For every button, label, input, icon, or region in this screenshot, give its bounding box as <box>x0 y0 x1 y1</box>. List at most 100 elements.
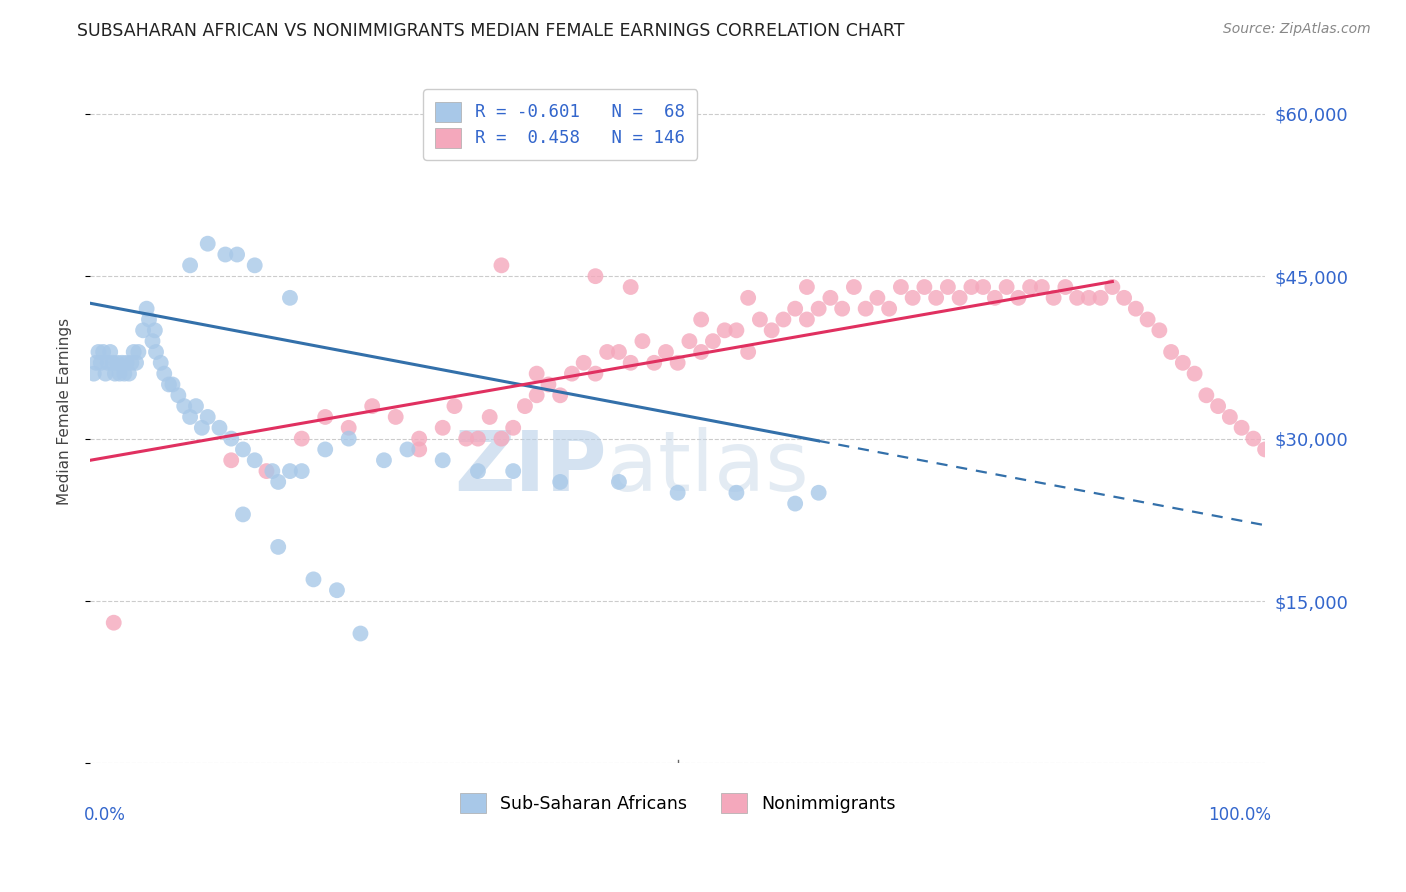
Point <box>842 280 865 294</box>
Point <box>796 312 818 326</box>
Point <box>262 464 284 478</box>
Point <box>197 409 219 424</box>
Point <box>115 356 138 370</box>
Point <box>620 280 643 294</box>
Point <box>936 280 959 294</box>
Point <box>314 442 336 457</box>
Point <box>101 356 124 370</box>
Point <box>184 399 207 413</box>
Point <box>112 367 135 381</box>
Point <box>278 291 301 305</box>
Point <box>713 323 735 337</box>
Point <box>596 345 619 359</box>
Point <box>111 356 134 370</box>
Point <box>1171 356 1194 370</box>
Point <box>526 367 548 381</box>
Point <box>349 626 371 640</box>
Point <box>337 432 360 446</box>
Point <box>432 453 454 467</box>
Point <box>98 345 121 359</box>
Text: ZIP: ZIP <box>454 427 607 508</box>
Point <box>537 377 560 392</box>
Point <box>83 367 105 381</box>
Point <box>232 508 254 522</box>
Point <box>302 573 325 587</box>
Point <box>232 442 254 457</box>
Point <box>866 291 889 305</box>
Point <box>408 432 430 446</box>
Point <box>105 356 128 370</box>
Point <box>384 409 406 424</box>
Point <box>104 367 127 381</box>
Point <box>702 334 724 348</box>
Point <box>643 356 665 370</box>
Point <box>157 377 180 392</box>
Point <box>807 485 830 500</box>
Point <box>138 312 160 326</box>
Point <box>1219 409 1241 424</box>
Point <box>725 323 748 337</box>
Point <box>219 453 242 467</box>
Point <box>1031 280 1053 294</box>
Y-axis label: Median Female Earnings: Median Female Earnings <box>58 318 72 505</box>
Point <box>1054 280 1077 294</box>
Point <box>467 432 489 446</box>
Point <box>491 258 513 272</box>
Point <box>127 345 149 359</box>
Point <box>1101 280 1123 294</box>
Point <box>1230 421 1253 435</box>
Point <box>1090 291 1112 305</box>
Point <box>443 399 465 413</box>
Point <box>890 280 912 294</box>
Point <box>548 388 571 402</box>
Point <box>548 475 571 489</box>
Point <box>761 323 783 337</box>
Point <box>737 345 759 359</box>
Point <box>785 497 807 511</box>
Point <box>208 421 231 435</box>
Point <box>125 356 148 370</box>
Point <box>949 291 972 305</box>
Text: SUBSAHARAN AFRICAN VS NONIMMIGRANTS MEDIAN FEMALE EARNINGS CORRELATION CHART: SUBSAHARAN AFRICAN VS NONIMMIGRANTS MEDI… <box>77 22 905 40</box>
Point <box>1019 280 1042 294</box>
Point <box>361 399 384 413</box>
Point <box>1195 388 1218 402</box>
Point <box>179 258 201 272</box>
Point <box>678 334 700 348</box>
Point <box>995 280 1018 294</box>
Point <box>337 421 360 435</box>
Point <box>118 367 141 381</box>
Point <box>513 399 536 413</box>
Point <box>655 345 678 359</box>
Point <box>831 301 853 316</box>
Point <box>820 291 842 305</box>
Point <box>167 388 190 402</box>
Point <box>478 409 501 424</box>
Point <box>960 280 983 294</box>
Text: 100.0%: 100.0% <box>1208 805 1271 823</box>
Point <box>267 540 290 554</box>
Point <box>737 291 759 305</box>
Point <box>314 409 336 424</box>
Point <box>153 367 176 381</box>
Point <box>572 356 595 370</box>
Point <box>972 280 994 294</box>
Point <box>526 388 548 402</box>
Point <box>855 301 877 316</box>
Point <box>1125 301 1147 316</box>
Point <box>143 323 166 337</box>
Point <box>1241 432 1264 446</box>
Point <box>97 356 120 370</box>
Point <box>219 432 242 446</box>
Point <box>94 367 117 381</box>
Point <box>796 280 818 294</box>
Point <box>278 464 301 478</box>
Point <box>912 280 935 294</box>
Point <box>122 345 145 359</box>
Point <box>256 464 278 478</box>
Point <box>1114 291 1136 305</box>
Point <box>191 421 214 435</box>
Point <box>103 615 125 630</box>
Point <box>583 269 606 284</box>
Point <box>925 291 948 305</box>
